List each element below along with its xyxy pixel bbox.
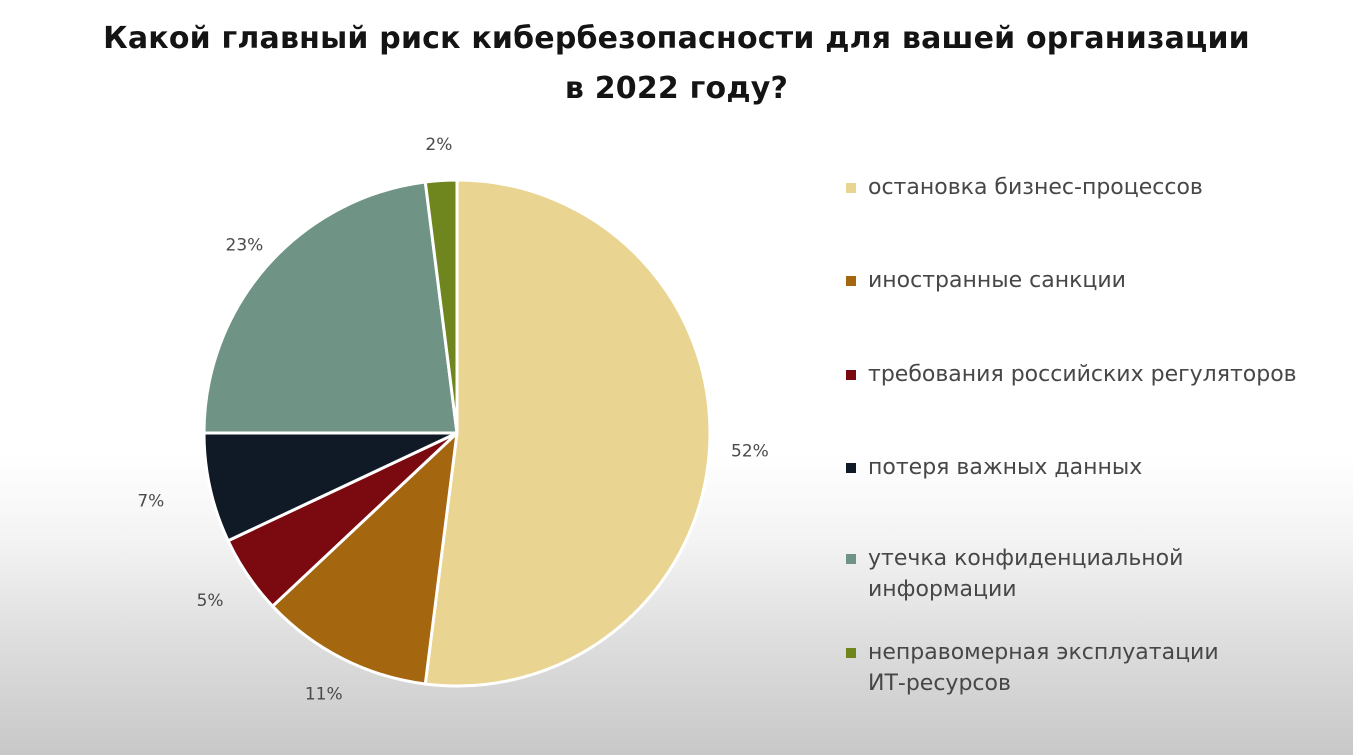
chart-title-line-2: в 2022 году?	[564, 71, 789, 106]
legend-label-line: ИТ-ресурсов	[868, 671, 1011, 696]
legend-swatch-1	[846, 276, 856, 286]
chart-title: Какой главный риск кибербезопасности для…	[0, 14, 1353, 114]
legend-label-line: потеря важных данных	[868, 455, 1143, 480]
legend-label-line: утечка конфиденциальной	[868, 546, 1184, 571]
legend-item-3: потеря важных данных	[846, 452, 1328, 483]
legend-item-0: остановка бизнес-процессов	[846, 172, 1328, 203]
legend-label-line: неправомерная эксплуатации	[868, 640, 1219, 665]
pie-slice-4	[202, 180, 459, 435]
legend-label-0: остановка бизнес-процессов	[868, 172, 1328, 203]
legend-label-4: утечка конфиденциальной информации	[868, 543, 1328, 605]
legend-item-5: неправомерная эксплуатации ИТ-ресурсов	[846, 637, 1328, 699]
pie-chart: 52% 11% 5% 7% 23% 2%	[137, 135, 768, 704]
legend-swatch-4	[846, 554, 856, 564]
legend-label-1: иностранные санкции	[868, 265, 1328, 296]
pie-slice-5	[423, 178, 459, 435]
pie-data-label-5: 2%	[425, 135, 452, 155]
legend-label-line: требования российских регуляторов	[868, 362, 1297, 387]
pie-slice-0	[423, 178, 712, 688]
pie-data-label-3: 7%	[137, 491, 164, 511]
legend-item-1: иностранные санкции	[846, 265, 1328, 296]
pie-data-label-4: 23%	[226, 236, 264, 256]
pie-slice-1	[271, 431, 459, 686]
pie-data-label-2: 5%	[197, 591, 224, 611]
legend-item-2: требования российских регуляторов	[846, 359, 1328, 390]
chart-title-line-1: Какой главный риск кибербезопасности для…	[103, 21, 1250, 56]
pie-data-labels: 52% 11% 5% 7% 23% 2%	[137, 135, 768, 704]
pie-slice-3	[202, 431, 459, 543]
legend-label-5: неправомерная эксплуатации ИТ-ресурсов	[868, 637, 1328, 699]
legend-label-line: иностранные санкции	[868, 268, 1126, 293]
legend-label-line: остановка бизнес-процессов	[868, 175, 1203, 200]
legend-label-3: потеря важных данных	[868, 452, 1328, 483]
legend-swatch-3	[846, 463, 856, 473]
legend-swatch-2	[846, 370, 856, 380]
pie-data-label-1: 11%	[305, 684, 343, 704]
legend-swatch-5	[846, 648, 856, 658]
chart-legend: остановка бизнес-процессов иностранные са…	[846, 0, 1346, 755]
legend-swatch-0	[846, 183, 856, 193]
legend-item-4: утечка конфиденциальной информации	[846, 543, 1328, 605]
legend-label-line: информации	[868, 577, 1017, 602]
pie-data-label-0: 52%	[731, 441, 769, 461]
legend-label-2: требования российских регуляторов	[868, 359, 1328, 390]
pie-slices	[202, 178, 712, 688]
